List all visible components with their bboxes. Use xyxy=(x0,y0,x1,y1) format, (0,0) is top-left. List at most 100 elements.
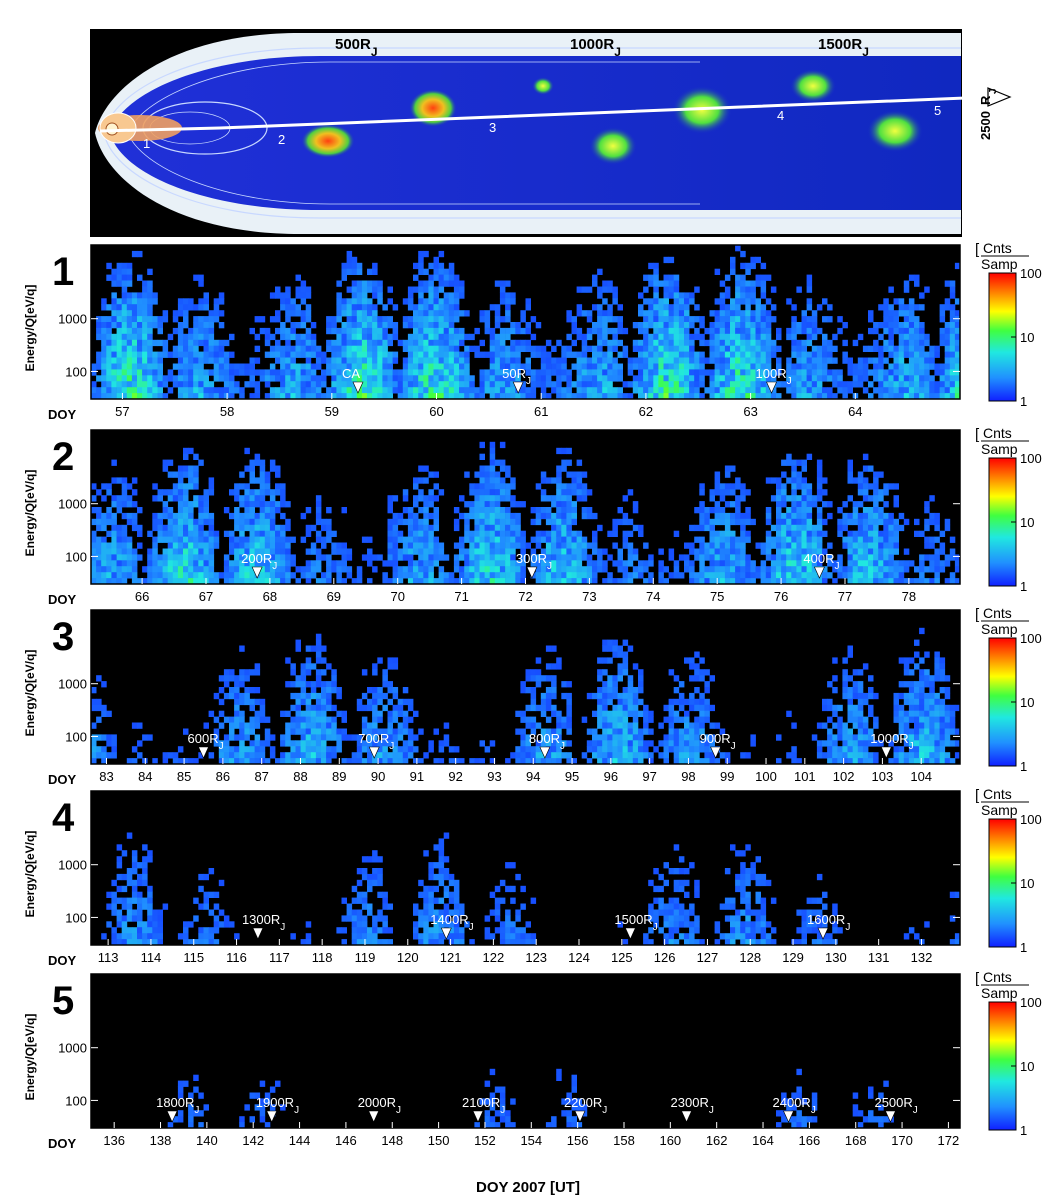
colorbar-tick-label: 100 xyxy=(1020,812,1042,827)
x-tick-label: 144 xyxy=(289,1133,311,1148)
y-tick-label: 1000 xyxy=(58,497,87,512)
colorbar-tick-label: 10 xyxy=(1020,1059,1034,1074)
y-tick-label: 1000 xyxy=(58,1041,87,1056)
x-tick-label: 71 xyxy=(454,589,468,604)
distance-marker-label: 2200RJ xyxy=(564,1095,607,1116)
x-tick-label: 148 xyxy=(381,1133,403,1148)
distance-marker-label: 900RJ xyxy=(700,731,736,752)
y-tick-label: 1000 xyxy=(58,312,87,327)
x-tick-label: 97 xyxy=(642,769,656,784)
x-tick-label: 69 xyxy=(327,589,341,604)
y-tick-label: 1000 xyxy=(58,858,87,873)
distance-marker-label: 1600RJ xyxy=(807,912,850,933)
x-tick-label: 131 xyxy=(868,950,890,965)
x-tick-label: 95 xyxy=(565,769,579,784)
doy-label: DOY xyxy=(48,1136,77,1151)
x-tick-label: 160 xyxy=(659,1133,681,1148)
x-tick-label: 120 xyxy=(397,950,419,965)
jupiter-icon xyxy=(105,122,119,136)
colorbar-bracket: [ xyxy=(975,787,980,804)
y-axis-label: Energy/Q[eV/q] xyxy=(23,650,37,737)
plasmoid-blob xyxy=(589,127,637,165)
doy-label: DOY xyxy=(48,953,77,968)
x-tick-label: 99 xyxy=(720,769,734,784)
panel-number: 5 xyxy=(52,979,74,1023)
colorbar-bracket: [ xyxy=(975,426,980,443)
distance-marker xyxy=(574,1110,586,1123)
x-tick-label: 83 xyxy=(99,769,113,784)
y-axis-label: Energy/Q[eV/q] xyxy=(23,1014,37,1101)
x-tick-label: 98 xyxy=(681,769,695,784)
distance-marker xyxy=(710,746,722,759)
x-tick-label: 104 xyxy=(910,769,932,784)
colorbar-title-top: Cnts xyxy=(983,786,1012,802)
spectrogram-panels: 1 Energy/Q[eV/q] 1000 100 DOY 57 58 59 60 61 62 63 6… xyxy=(23,240,1042,1151)
x-tick-label: 59 xyxy=(325,404,339,419)
x-tick-label: 76 xyxy=(774,589,788,604)
x-tick-label: 123 xyxy=(525,950,547,965)
distance-marker-label: 100RJ xyxy=(756,366,792,387)
x-tick-label: 62 xyxy=(639,404,653,419)
colorbar-bracket: [ xyxy=(975,970,980,987)
distance-marker xyxy=(251,566,263,579)
distance-marker-label: 50RJ xyxy=(502,366,531,387)
distance-marker xyxy=(526,566,538,579)
x-tick-label: 158 xyxy=(613,1133,635,1148)
x-tick-label: 93 xyxy=(487,769,501,784)
distance-marker xyxy=(472,1110,484,1123)
x-tick-label: 122 xyxy=(483,950,505,965)
x-tick-label: 66 xyxy=(135,589,149,604)
x-tick-label: 114 xyxy=(141,950,162,965)
x-tick-label: 164 xyxy=(752,1133,774,1148)
x-tick-label: 67 xyxy=(199,589,213,604)
svg-text:2500: 2500 xyxy=(978,111,993,140)
spectrogram-panel-2: 2 Energy/Q[eV/q] 1000 100 DOY 66 67 68 69 70 71 72 7… xyxy=(23,425,1042,607)
y-axis-label: Energy/Q[eV/q] xyxy=(23,285,37,372)
x-tick-label: 115 xyxy=(183,950,204,965)
spectrogram-intensity xyxy=(101,832,961,946)
distance-marker xyxy=(252,927,264,940)
colorbar-tick-label: 1 xyxy=(1020,579,1027,594)
distance-label: 1000RJ xyxy=(570,36,621,59)
spectrogram-intensity xyxy=(91,441,961,585)
x-tick-label: 150 xyxy=(428,1133,450,1148)
distance-label: 500RJ xyxy=(335,36,378,59)
magnetotail-diagram: 1 2 3 4 5 500RJ 1000RJ 1500RJ 2500 R J xyxy=(90,29,1012,237)
x-tick-label: 61 xyxy=(534,404,548,419)
distance-marker xyxy=(766,381,778,394)
colorbar-tick-label: 1 xyxy=(1020,759,1027,774)
x-tick-label: 121 xyxy=(440,950,462,965)
segment-number: 3 xyxy=(489,120,496,135)
x-tick-label: 162 xyxy=(706,1133,728,1148)
segment-number: 5 xyxy=(934,103,941,118)
x-tick-label: 87 xyxy=(254,769,268,784)
distance-marker-label: 2400RJ xyxy=(773,1095,816,1116)
distance-marker xyxy=(817,927,829,940)
panel-frame xyxy=(90,244,961,400)
plasmoid-blob xyxy=(301,124,355,158)
spectrogram-intensity xyxy=(91,627,961,765)
distance-marker-label: 1000RJ xyxy=(870,731,913,752)
colorbar-title-bottom: Samp xyxy=(981,441,1018,457)
distance-marker xyxy=(266,1110,278,1123)
spectrogram-background xyxy=(91,791,960,945)
x-tick-label: 117 xyxy=(269,950,290,965)
panel-frame xyxy=(90,973,961,1129)
spectrogram-panel-4: 4 Energy/Q[eV/q] 1000 100 DOY 113 114 115 116 117… xyxy=(23,786,1042,968)
distance-marker-label: 1400RJ xyxy=(430,912,473,933)
distance-marker xyxy=(368,746,380,759)
panel-number: 1 xyxy=(52,250,74,294)
x-tick-label: 100 xyxy=(755,769,777,784)
y-axis-label: Energy/Q[eV/q] xyxy=(23,831,37,918)
distance-marker xyxy=(783,1110,794,1123)
x-tick-label: 84 xyxy=(138,769,152,784)
colorbar-tick-label: 100 xyxy=(1020,451,1042,466)
segment-number: 2 xyxy=(278,132,285,147)
x-tick-label: 154 xyxy=(520,1133,542,1148)
x-tick-label: 75 xyxy=(710,589,724,604)
distance-marker-label: 800RJ xyxy=(529,731,565,752)
x-tick-label: 91 xyxy=(410,769,424,784)
x-tick-label: 73 xyxy=(582,589,596,604)
x-tick-label: 89 xyxy=(332,769,346,784)
